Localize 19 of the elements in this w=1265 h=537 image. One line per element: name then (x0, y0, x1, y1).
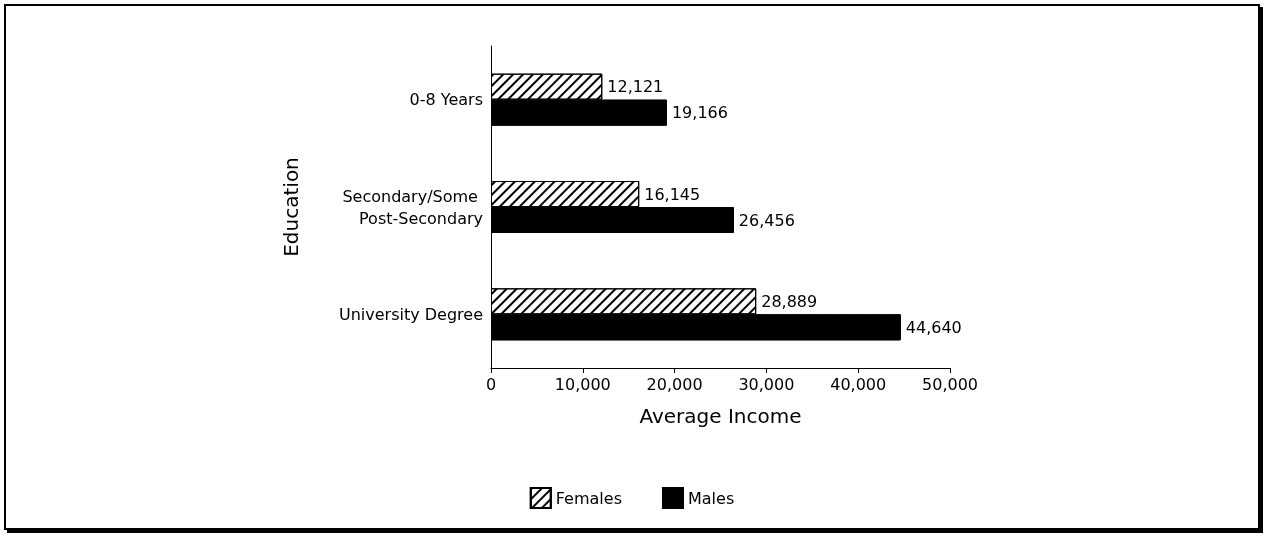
data-label: 19,166 (671, 103, 728, 123)
x-tick-label: 40,000 (830, 374, 887, 394)
x-tick-label: 0 (485, 374, 497, 394)
x-tick-label: 20,000 (646, 374, 703, 394)
data-label: 16,145 (644, 184, 701, 204)
data-label: 12,121 (607, 77, 664, 97)
data-label: 44,640 (905, 317, 962, 337)
y-tick-label: 0-8 Years (409, 90, 483, 110)
y-axis-title: Education (279, 157, 303, 257)
legend-label: Males (687, 488, 735, 508)
data-label: 26,456 (738, 210, 795, 230)
x-axis-title: Average Income (639, 404, 802, 428)
x-tick-label: 30,000 (738, 374, 795, 394)
legend-label: Females (555, 488, 622, 508)
x-tick-label: 10,000 (554, 374, 611, 394)
y-tick-label: Secondary/Some Post-Secondary (342, 186, 483, 228)
x-tick-label: 50,000 (922, 374, 978, 394)
data-label: 28,889 (761, 291, 818, 311)
y-tick-label: University Degree (338, 304, 483, 324)
